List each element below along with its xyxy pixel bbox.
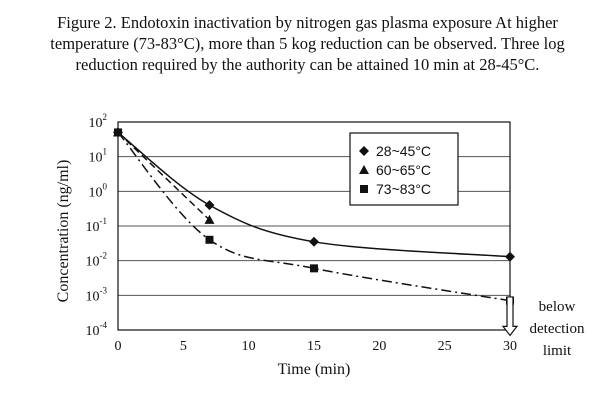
legend-label-diamond: 28~45°C	[376, 143, 431, 159]
y-tick-label: 10-1	[86, 216, 108, 235]
figure-caption: Figure 2. Endotoxin inactivation by nitr…	[8, 12, 607, 75]
data-point-triangle	[204, 214, 215, 224]
legend: 28~45°C 60~65°C 73~83°C	[349, 132, 459, 206]
plot-frame	[117, 121, 511, 331]
x-tick-label: 0	[115, 339, 122, 354]
detection-limit-annotation: below detection limit	[501, 296, 585, 359]
y-tick-label: 10-3	[86, 285, 108, 304]
data-point-square	[114, 128, 122, 137]
data-point-diamond	[309, 236, 319, 247]
annotation-line-2: detection	[530, 321, 585, 337]
x-tick-labels: 0 5 10 15 20 25 30	[115, 339, 518, 354]
series-line-square	[117, 131, 511, 302]
y-tick-label: 102	[89, 112, 108, 131]
legend-marker-diamond	[359, 146, 369, 156]
x-axis-label: Time (min)	[278, 361, 351, 378]
y-axis-label: Concentration (ng/ml)	[55, 160, 72, 303]
caption-line-1: Figure 2. Endotoxin inactivation by nitr…	[57, 13, 558, 32]
x-tick-label: 5	[180, 339, 187, 354]
legend-label-triangle: 60~65°C	[376, 162, 431, 178]
annotation-line-3: limit	[543, 343, 572, 359]
data-point-square	[310, 264, 318, 273]
series-line-triangle	[117, 131, 210, 221]
down-arrow-icon	[501, 296, 519, 337]
caption-line-3: reduction required by the authority can …	[75, 55, 540, 74]
y-tick-label: 10-2	[86, 251, 108, 270]
legend-label-square: 73~83°C	[376, 181, 431, 197]
legend-marker-square	[360, 185, 368, 193]
x-tick-label: 20	[372, 339, 386, 354]
data-point-square	[205, 235, 214, 244]
y-tick-label: 10-4	[86, 320, 108, 339]
legend-marker-triangle	[359, 165, 369, 174]
series-line-diamond	[117, 131, 511, 258]
y-tick-labels: 102 101 100 10-1 10-2 10-3 10-4	[86, 112, 108, 339]
data-point-diamond	[204, 200, 215, 211]
caption-line-2: temperature (73-83°C), more than 5 kog r…	[50, 34, 565, 53]
x-tick-label: 30	[503, 339, 517, 354]
y-tick-label: 100	[89, 181, 108, 200]
x-tick-label: 25	[438, 339, 452, 354]
data-point-diamond	[505, 251, 515, 262]
x-tick-label: 15	[307, 339, 321, 354]
x-tick-label: 10	[242, 339, 256, 354]
annotation-line-1: below	[539, 299, 576, 315]
y-tick-label: 101	[89, 147, 108, 166]
series-lines	[117, 131, 511, 302]
